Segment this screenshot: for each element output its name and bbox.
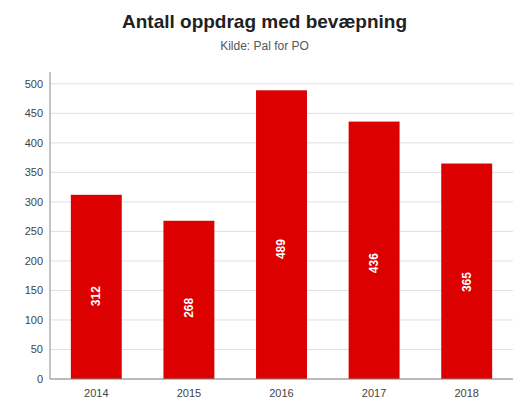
grid-line bbox=[50, 83, 513, 84]
y-tick-label: 100 bbox=[25, 314, 43, 326]
chart-container: Antall oppdrag med bevæpning Kilde: Pal f… bbox=[0, 0, 529, 413]
chart: Antall oppdrag med bevæpning Kilde: Pal f… bbox=[0, 0, 529, 413]
data-label: 312 bbox=[89, 286, 103, 306]
y-tick-label: 200 bbox=[25, 255, 43, 267]
grid bbox=[50, 84, 513, 379]
y-tick-label: 400 bbox=[25, 137, 43, 149]
bar bbox=[163, 221, 214, 379]
y-tick-label: 300 bbox=[25, 196, 43, 208]
x-tick-label: 2018 bbox=[454, 387, 478, 399]
y-tick-label: 350 bbox=[25, 166, 43, 178]
y-axis-line bbox=[50, 72, 51, 379]
grid-line bbox=[50, 379, 513, 380]
y-tick-label: 250 bbox=[25, 225, 43, 237]
title: Antall oppdrag med bevæpning bbox=[122, 11, 407, 32]
data-label: 268 bbox=[182, 297, 196, 317]
bar bbox=[256, 90, 307, 379]
x-axis-line bbox=[50, 379, 513, 380]
x-tick-label: 2014 bbox=[84, 387, 108, 399]
x-tick-label: 2015 bbox=[177, 387, 201, 399]
subtitle: Kilde: Pal for PO bbox=[220, 39, 309, 53]
x-tick-label: 2017 bbox=[362, 387, 386, 399]
data-label: 436 bbox=[367, 253, 381, 273]
y-tick-label: 500 bbox=[25, 78, 43, 90]
y-tick-label: 450 bbox=[25, 107, 43, 119]
bars bbox=[71, 90, 492, 379]
bar bbox=[349, 122, 400, 379]
data-label: 365 bbox=[460, 272, 474, 292]
bar bbox=[71, 195, 122, 379]
y-tick-label: 50 bbox=[31, 343, 43, 355]
y-tick-label: 0 bbox=[37, 373, 43, 385]
x-tick-label: 2016 bbox=[269, 387, 293, 399]
data-label: 489 bbox=[275, 239, 289, 259]
y-tick-label: 150 bbox=[25, 284, 43, 296]
bar bbox=[441, 164, 492, 379]
